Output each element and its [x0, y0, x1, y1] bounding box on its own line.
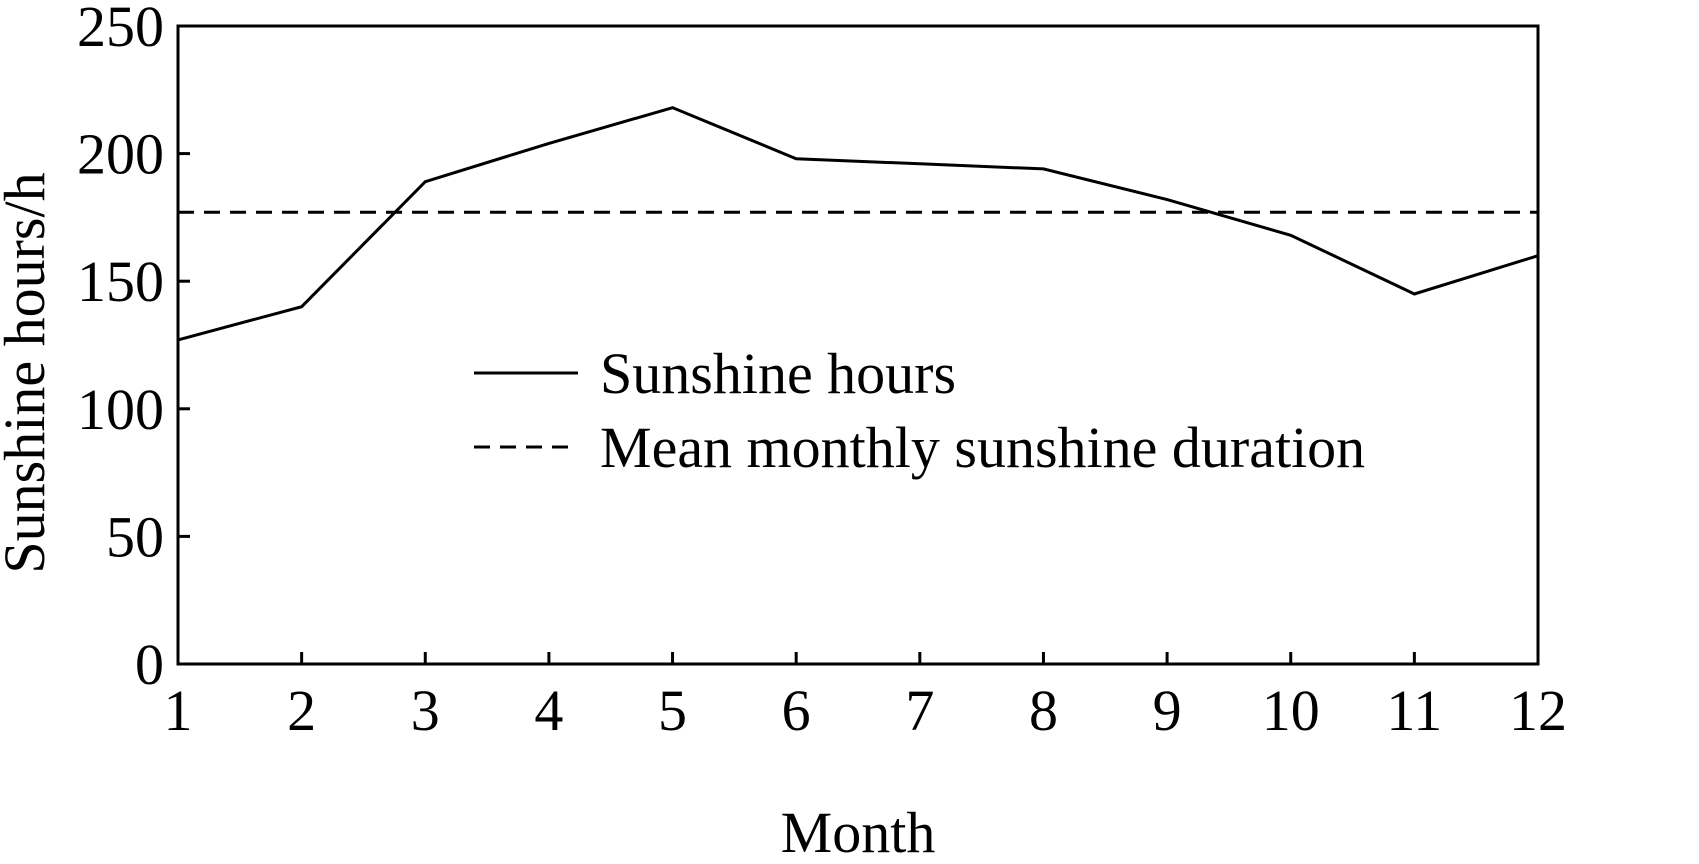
- y-tick-label: 50: [106, 504, 164, 569]
- legend-label: Sunshine hours: [600, 341, 956, 406]
- x-tick-label: 10: [1262, 678, 1320, 743]
- y-tick-label: 200: [77, 122, 164, 187]
- legend: Sunshine hours Mean monthly sunshine dura…: [474, 341, 1365, 480]
- x-axis: 1 2 3 4 5 6 7 8 9 10 11 12: [164, 652, 1567, 743]
- y-axis: 0 50 100 150 200 250: [77, 0, 190, 697]
- y-tick-label: 0: [135, 632, 164, 697]
- x-tick-label: 3: [411, 678, 440, 743]
- x-axis-title: Month: [781, 800, 936, 864]
- sunshine-hours-line: [177, 106, 1539, 342]
- y-axis-title: Sunshine hours/h: [0, 172, 57, 573]
- y-tick-label: 100: [77, 377, 164, 442]
- x-tick-label: 12: [1509, 678, 1567, 743]
- legend-label: Mean monthly sunshine duration: [600, 415, 1365, 480]
- series-layer: [177, 106, 1539, 342]
- y-tick-label: 250: [77, 0, 164, 59]
- x-tick-label: 6: [782, 678, 811, 743]
- x-tick-label: 11: [1386, 678, 1442, 743]
- x-tick-label: 1: [164, 678, 193, 743]
- plot-area: [176, 24, 1540, 666]
- x-tick-label: 2: [287, 678, 316, 743]
- y-tick-label: 150: [77, 249, 164, 314]
- x-tick-label: 9: [1153, 678, 1182, 743]
- plot-frame: [176, 24, 1540, 666]
- x-tick-label: 5: [658, 678, 687, 743]
- x-tick-label: 7: [905, 678, 934, 743]
- x-tick-label: 8: [1029, 678, 1058, 743]
- x-tick-label: 4: [534, 678, 563, 743]
